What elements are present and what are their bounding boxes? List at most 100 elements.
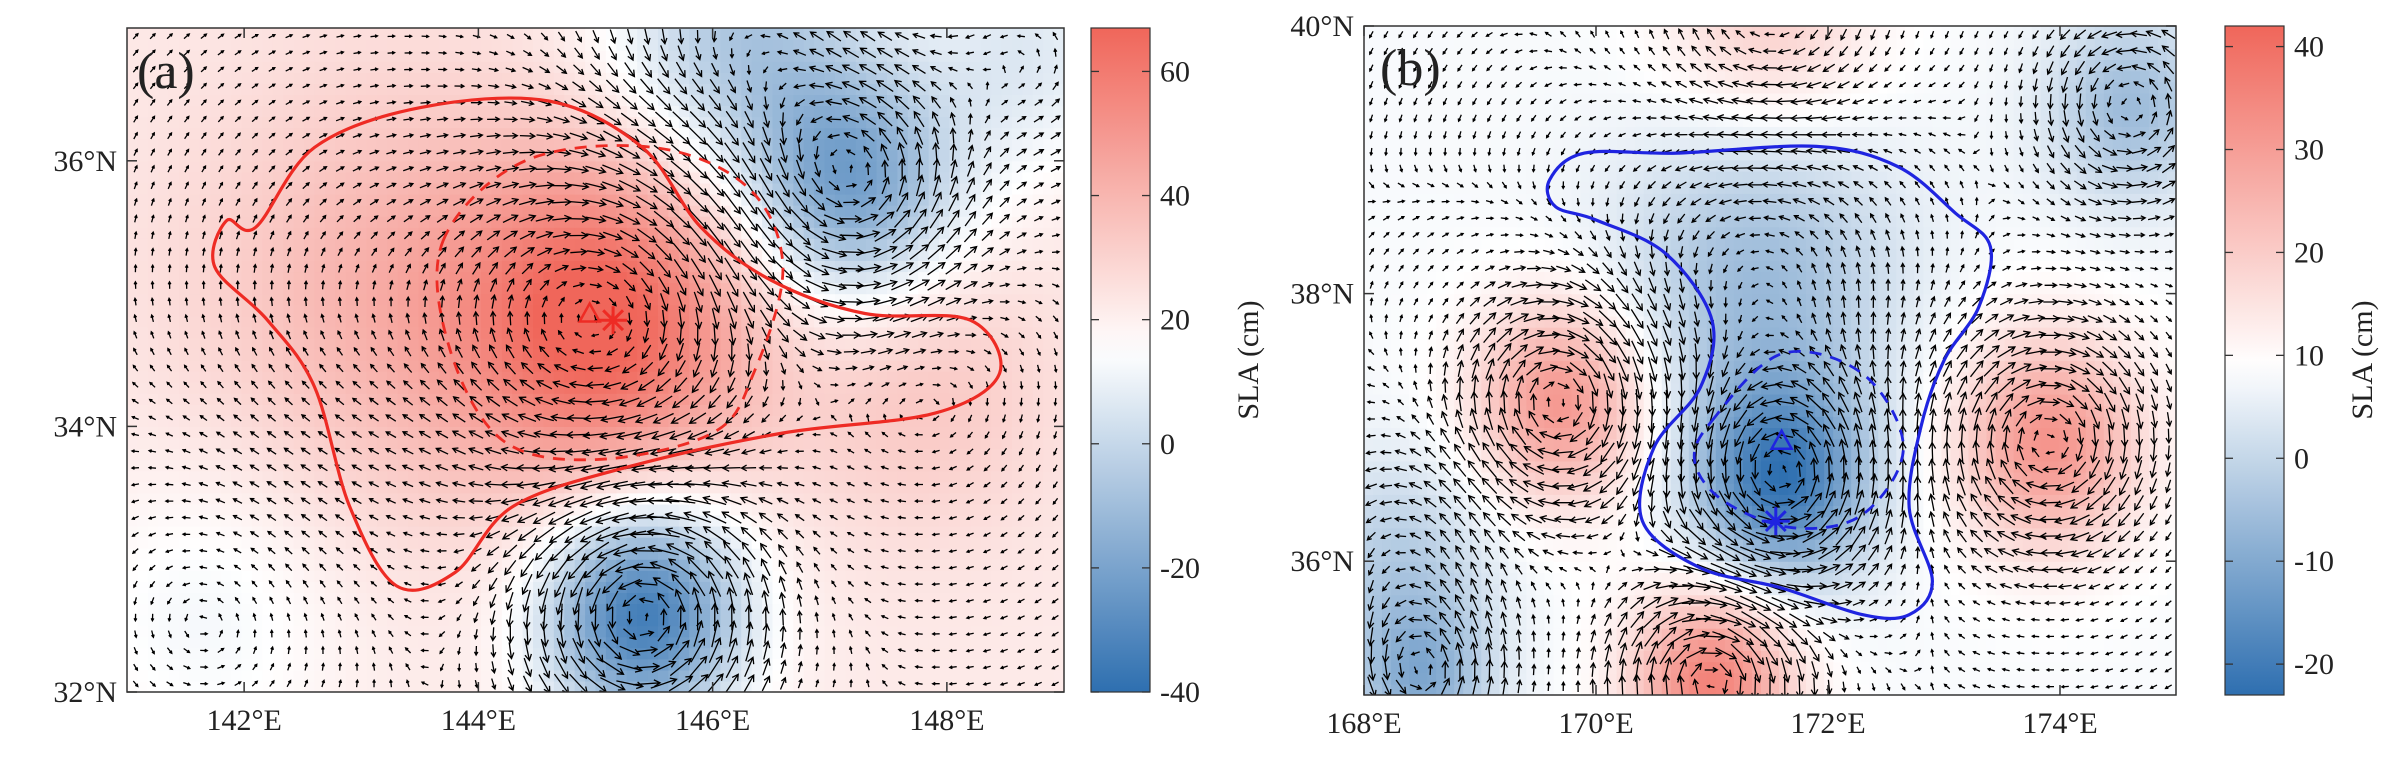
sla-cell — [897, 293, 909, 306]
sla-cell — [449, 116, 461, 129]
sla-cell — [408, 348, 420, 361]
sla-cell — [199, 669, 211, 682]
sla-cell — [553, 570, 565, 582]
sla-cell — [408, 393, 420, 405]
sla-cell — [782, 658, 794, 671]
sla-cell — [1022, 116, 1034, 129]
sla-cell — [231, 647, 243, 660]
sla-cell — [314, 636, 326, 649]
sla-cell — [408, 138, 420, 151]
sla-cell — [1043, 647, 1055, 660]
sla-cell — [460, 205, 472, 217]
sla-cell — [834, 426, 846, 439]
sla-cell — [855, 481, 867, 494]
sla-cell — [1043, 337, 1055, 350]
sla-cell — [730, 271, 742, 284]
sla-cell — [533, 537, 545, 549]
sla-cell — [626, 415, 638, 427]
sla-cell — [585, 72, 597, 84]
sla-cell — [1022, 304, 1034, 317]
sla-cell — [220, 481, 232, 494]
sla-cell — [970, 271, 982, 284]
sla-cell — [710, 326, 722, 339]
sla-cell — [335, 680, 347, 692]
sla-cell — [626, 492, 638, 505]
sla-cell — [980, 304, 992, 317]
sla-cell — [189, 492, 201, 505]
sla-cell — [845, 83, 857, 95]
sla-cell — [460, 271, 472, 284]
sla-cell — [303, 459, 315, 472]
sla-cell — [303, 348, 315, 361]
sla-cell — [366, 315, 378, 328]
sla-cell — [158, 514, 170, 527]
sla-cell — [397, 548, 409, 560]
sla-cell — [293, 537, 305, 549]
sla-cell — [949, 205, 961, 217]
sla-cell — [262, 481, 274, 494]
sla-cell — [512, 526, 524, 538]
sla-cell — [741, 360, 753, 372]
sla-cell — [241, 238, 253, 250]
sla-cell — [168, 160, 180, 173]
sla-cell — [845, 94, 857, 107]
sla-cell — [564, 293, 576, 306]
sla-cell — [324, 94, 336, 107]
sla-cell — [210, 680, 222, 692]
sla-cell — [428, 271, 440, 284]
sla-cell — [970, 481, 982, 494]
sla-cell — [907, 83, 919, 95]
sla-cell — [824, 614, 836, 627]
sla-cell — [220, 559, 232, 571]
sla-cell — [418, 138, 430, 151]
sla-cell — [283, 503, 295, 516]
sla-cell — [855, 492, 867, 505]
sla-cell — [657, 514, 669, 527]
panel-a-sla-field — [127, 28, 1064, 692]
sla-cell — [751, 559, 763, 571]
sla-cell — [376, 581, 388, 593]
sla-cell — [1032, 127, 1044, 140]
sla-cell — [272, 448, 284, 461]
sla-cell — [907, 404, 919, 416]
sla-cell — [147, 470, 159, 483]
sla-cell — [637, 83, 649, 95]
sla-cell — [553, 647, 565, 660]
sla-cell — [1011, 415, 1023, 427]
sla-cell — [928, 382, 940, 394]
sla-cell — [470, 459, 482, 472]
sla-cell — [959, 249, 971, 261]
sla-cell — [449, 382, 461, 394]
sla-cell — [293, 581, 305, 593]
sla-cell — [158, 415, 170, 427]
sla-cell — [782, 559, 794, 571]
sla-cell — [605, 94, 617, 107]
sla-cell — [522, 105, 534, 118]
sla-cell — [158, 448, 170, 461]
sla-cell — [918, 304, 930, 317]
sla-cell — [127, 647, 139, 660]
sla-cell — [387, 448, 399, 461]
sla-cell — [397, 492, 409, 505]
sla-cell — [231, 636, 243, 649]
sla-cell — [501, 592, 513, 605]
sla-cell — [324, 138, 336, 151]
sla-cell — [210, 658, 222, 671]
sla-cell — [158, 492, 170, 505]
sla-cell — [710, 404, 722, 416]
sla-cell — [689, 581, 701, 593]
sla-cell — [179, 105, 191, 118]
sla-cell — [127, 382, 139, 394]
sla-cell — [1001, 592, 1013, 605]
sla-cell — [522, 459, 534, 472]
sla-cell — [980, 526, 992, 538]
sla-cell — [939, 625, 951, 638]
sla-cell — [241, 105, 253, 118]
sla-cell — [335, 503, 347, 516]
sla-cell — [834, 371, 846, 383]
sla-cell — [1043, 581, 1055, 593]
sla-cell — [356, 437, 368, 450]
sla-cell — [678, 171, 690, 184]
sla-cell — [335, 570, 347, 582]
sla-cell — [772, 526, 784, 538]
